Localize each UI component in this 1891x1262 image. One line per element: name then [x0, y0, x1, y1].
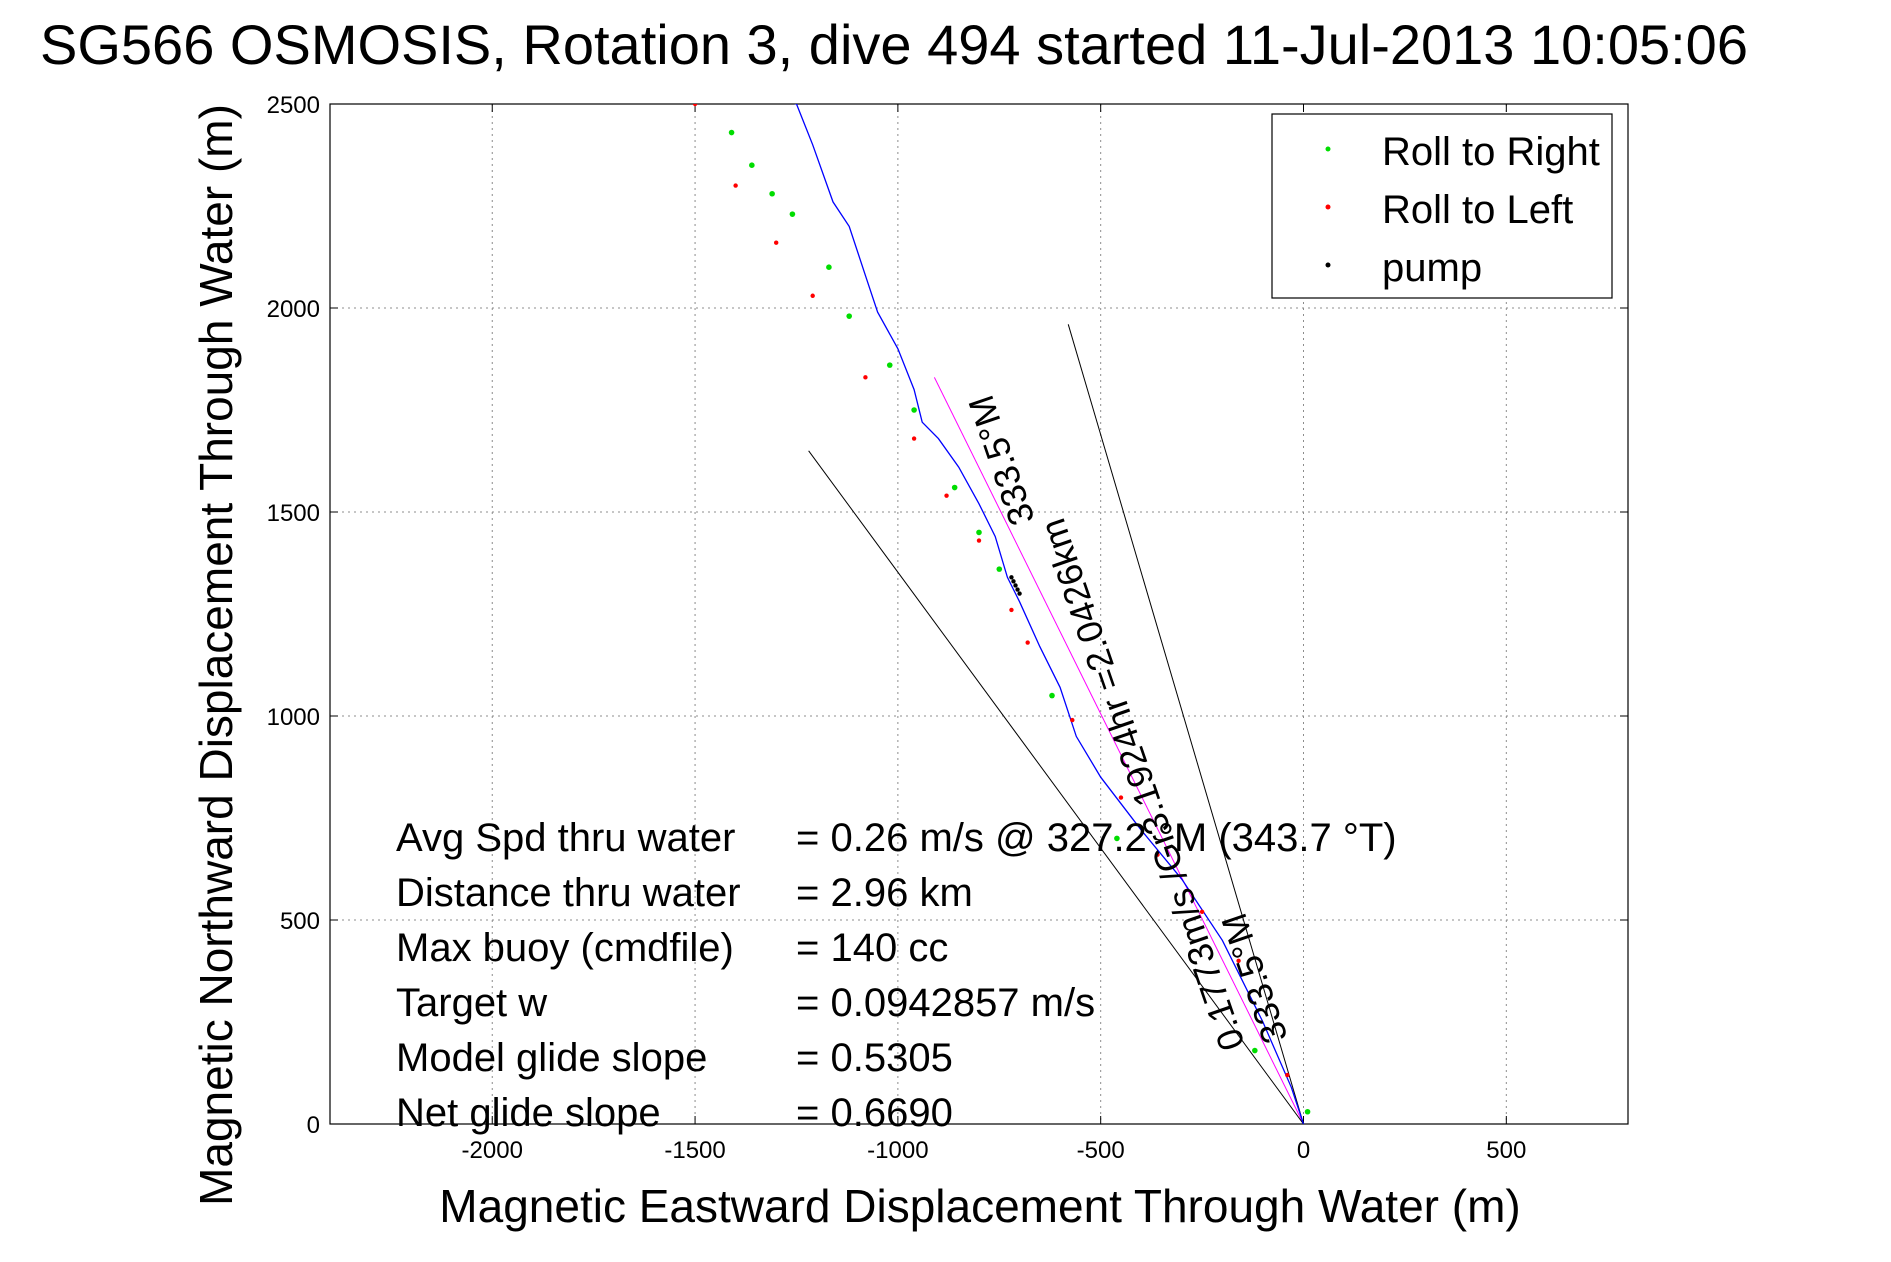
y-tick-label: 2000 [267, 296, 320, 323]
stat-label: Distance thru water [396, 871, 741, 915]
roll-left-point [976, 538, 982, 543]
y-tick-label: 1500 [267, 500, 320, 527]
legend-label: Roll to Right [1382, 130, 1600, 174]
stat-value: = 0.26 m/s @ 327.2 °M (343.7 °T) [796, 816, 1397, 860]
y-tick-label: 2500 [267, 92, 320, 119]
roll-right-point [951, 484, 958, 491]
plot-area: -2000 -1500 -1000 -500 0 500 0 500 1000 1500 2000 2… [267, 81, 1629, 1164]
roll-right-point [1304, 1108, 1311, 1115]
stat-value: = 2.96 km [796, 871, 973, 915]
roll-left-point [1025, 640, 1030, 645]
y-tick-label: 1000 [267, 704, 320, 731]
roll-left-point [1199, 909, 1205, 915]
current-annotation: 0.1773m/s /Gr3.1924hr =2.0426km [1032, 514, 1253, 1056]
reference-line-current [933, 377, 1304, 1124]
legend: Roll to Right Roll to Left pump [1271, 113, 1613, 299]
roll-right-point [996, 566, 1003, 572]
stat-label: Max buoy (cmdfile) [396, 926, 734, 970]
roll-right-point [789, 211, 796, 217]
roll-left-point [944, 493, 949, 498]
roll-right-point [728, 129, 735, 136]
roll-right-point [1252, 1047, 1258, 1054]
roll-left-point [863, 375, 868, 380]
x-tick-label: -2000 [462, 1137, 523, 1164]
roll-right-point [846, 313, 852, 319]
roll-right-point [769, 190, 775, 197]
roll-right-point [976, 529, 982, 536]
roll-right-point [700, 81, 706, 87]
roll-left-point [810, 293, 815, 298]
stat-value: = 140 cc [796, 926, 948, 970]
roll-left-point [1285, 1072, 1290, 1078]
pump-point [1017, 591, 1022, 596]
legend-label: pump [1382, 246, 1482, 290]
roll-right-point [826, 264, 832, 271]
pump-point [1015, 587, 1020, 592]
stat-label: Avg Spd thru water [396, 816, 735, 860]
x-tick-label: -1000 [867, 1137, 928, 1164]
roll-right-point [1114, 835, 1120, 842]
legend-marker [1325, 204, 1331, 210]
track-line [793, 104, 1305, 1124]
x-tick-label: 500 [1486, 1137, 1526, 1164]
roll-left-point [1118, 795, 1124, 800]
roll-left-point [1236, 958, 1241, 963]
y-axis-label: Magnetic Northward Displacement Through … [190, 104, 242, 1206]
y-tick-label: 500 [280, 908, 320, 935]
roll-right-point [911, 407, 917, 413]
roll-left-point [1070, 717, 1075, 723]
roll-left-point [773, 240, 779, 245]
roll-left-point [733, 183, 738, 188]
stat-value: = 0.5305 [796, 1036, 953, 1080]
pump-point [1013, 583, 1018, 588]
plot-clip-group [692, 81, 1311, 1124]
pump-point [1011, 579, 1016, 584]
roll-right-point [1049, 692, 1055, 699]
x-axis-label: Magnetic Eastward Displacement Through W… [439, 1180, 1520, 1232]
roll-right-point [749, 162, 755, 168]
legend-marker [1325, 146, 1331, 152]
stat-label: Target w [396, 981, 547, 1025]
axes-box [329, 103, 1629, 1125]
roll-right-point [886, 362, 893, 368]
pump-point [1009, 575, 1014, 580]
stat-value: = 0.0942857 m/s [796, 981, 1095, 1025]
stat-label: Model glide slope [396, 1036, 707, 1080]
roll-left-point [911, 436, 917, 441]
roll-left-point [1009, 607, 1014, 613]
reference-line-bound-right [1067, 324, 1304, 1124]
legend-marker [1325, 262, 1331, 268]
legend-label: Roll to Left [1382, 188, 1573, 232]
roll-left-point [692, 104, 698, 107]
roll-left-point [1155, 852, 1160, 857]
chart-title: SG566 OSMOSIS, Rotation 3, dive 494 star… [40, 13, 1748, 76]
y-tick-label: 0 [307, 1112, 320, 1139]
stat-label: Net glide slope [396, 1091, 661, 1135]
x-tick-label: 0 [1297, 1137, 1310, 1164]
heading-annotation: 333.5°M [960, 390, 1043, 531]
x-tick-label: -1500 [664, 1137, 725, 1164]
reference-line-bound-left [808, 450, 1304, 1124]
stat-value: = 0.6690 [796, 1091, 953, 1135]
x-tick-label: -500 [1077, 1137, 1125, 1164]
